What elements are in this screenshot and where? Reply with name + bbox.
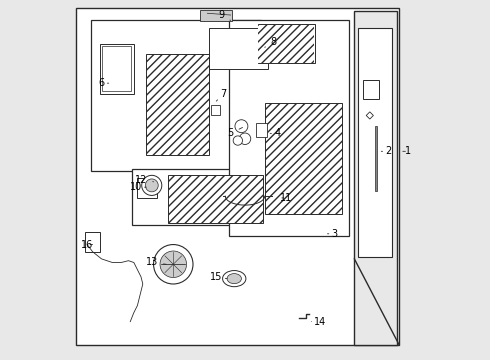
Circle shape: [239, 133, 251, 144]
Bar: [85, 232, 100, 252]
Text: 10: 10: [129, 182, 147, 192]
Circle shape: [153, 244, 193, 284]
Bar: [91, 21, 261, 171]
Text: 5: 5: [227, 127, 243, 138]
Text: 13: 13: [146, 257, 166, 267]
Bar: [168, 175, 263, 223]
Text: 1: 1: [403, 146, 411, 156]
Bar: [265, 103, 342, 214]
Text: 11: 11: [280, 193, 293, 203]
Text: 16: 16: [81, 239, 93, 249]
Circle shape: [233, 136, 243, 145]
Bar: [363, 80, 379, 99]
Ellipse shape: [222, 271, 246, 287]
Circle shape: [146, 179, 158, 192]
Text: 4: 4: [270, 129, 280, 138]
Text: 7: 7: [216, 89, 226, 101]
Text: 12: 12: [135, 175, 153, 185]
Bar: [358, 28, 392, 257]
Bar: [200, 10, 232, 21]
Text: 2: 2: [381, 146, 392, 156]
Circle shape: [235, 120, 248, 133]
Bar: [375, 126, 377, 191]
Bar: [354, 12, 397, 345]
Bar: [147, 54, 209, 155]
Bar: [209, 28, 269, 69]
Bar: [101, 46, 131, 91]
Circle shape: [142, 175, 162, 195]
Ellipse shape: [227, 274, 242, 284]
Polygon shape: [366, 112, 373, 119]
Bar: [229, 21, 349, 235]
Bar: [100, 44, 134, 94]
Bar: [256, 123, 267, 137]
Polygon shape: [258, 24, 315, 63]
Text: 14: 14: [311, 317, 326, 327]
Text: 6: 6: [98, 78, 109, 88]
Text: 3: 3: [327, 229, 338, 239]
Bar: [211, 105, 220, 116]
Circle shape: [160, 251, 187, 278]
Bar: [258, 25, 314, 63]
Text: 15: 15: [210, 272, 227, 282]
Text: 8: 8: [265, 37, 277, 47]
Text: 9: 9: [219, 10, 231, 21]
Bar: [137, 178, 157, 198]
Polygon shape: [76, 8, 399, 345]
Bar: [132, 169, 265, 225]
